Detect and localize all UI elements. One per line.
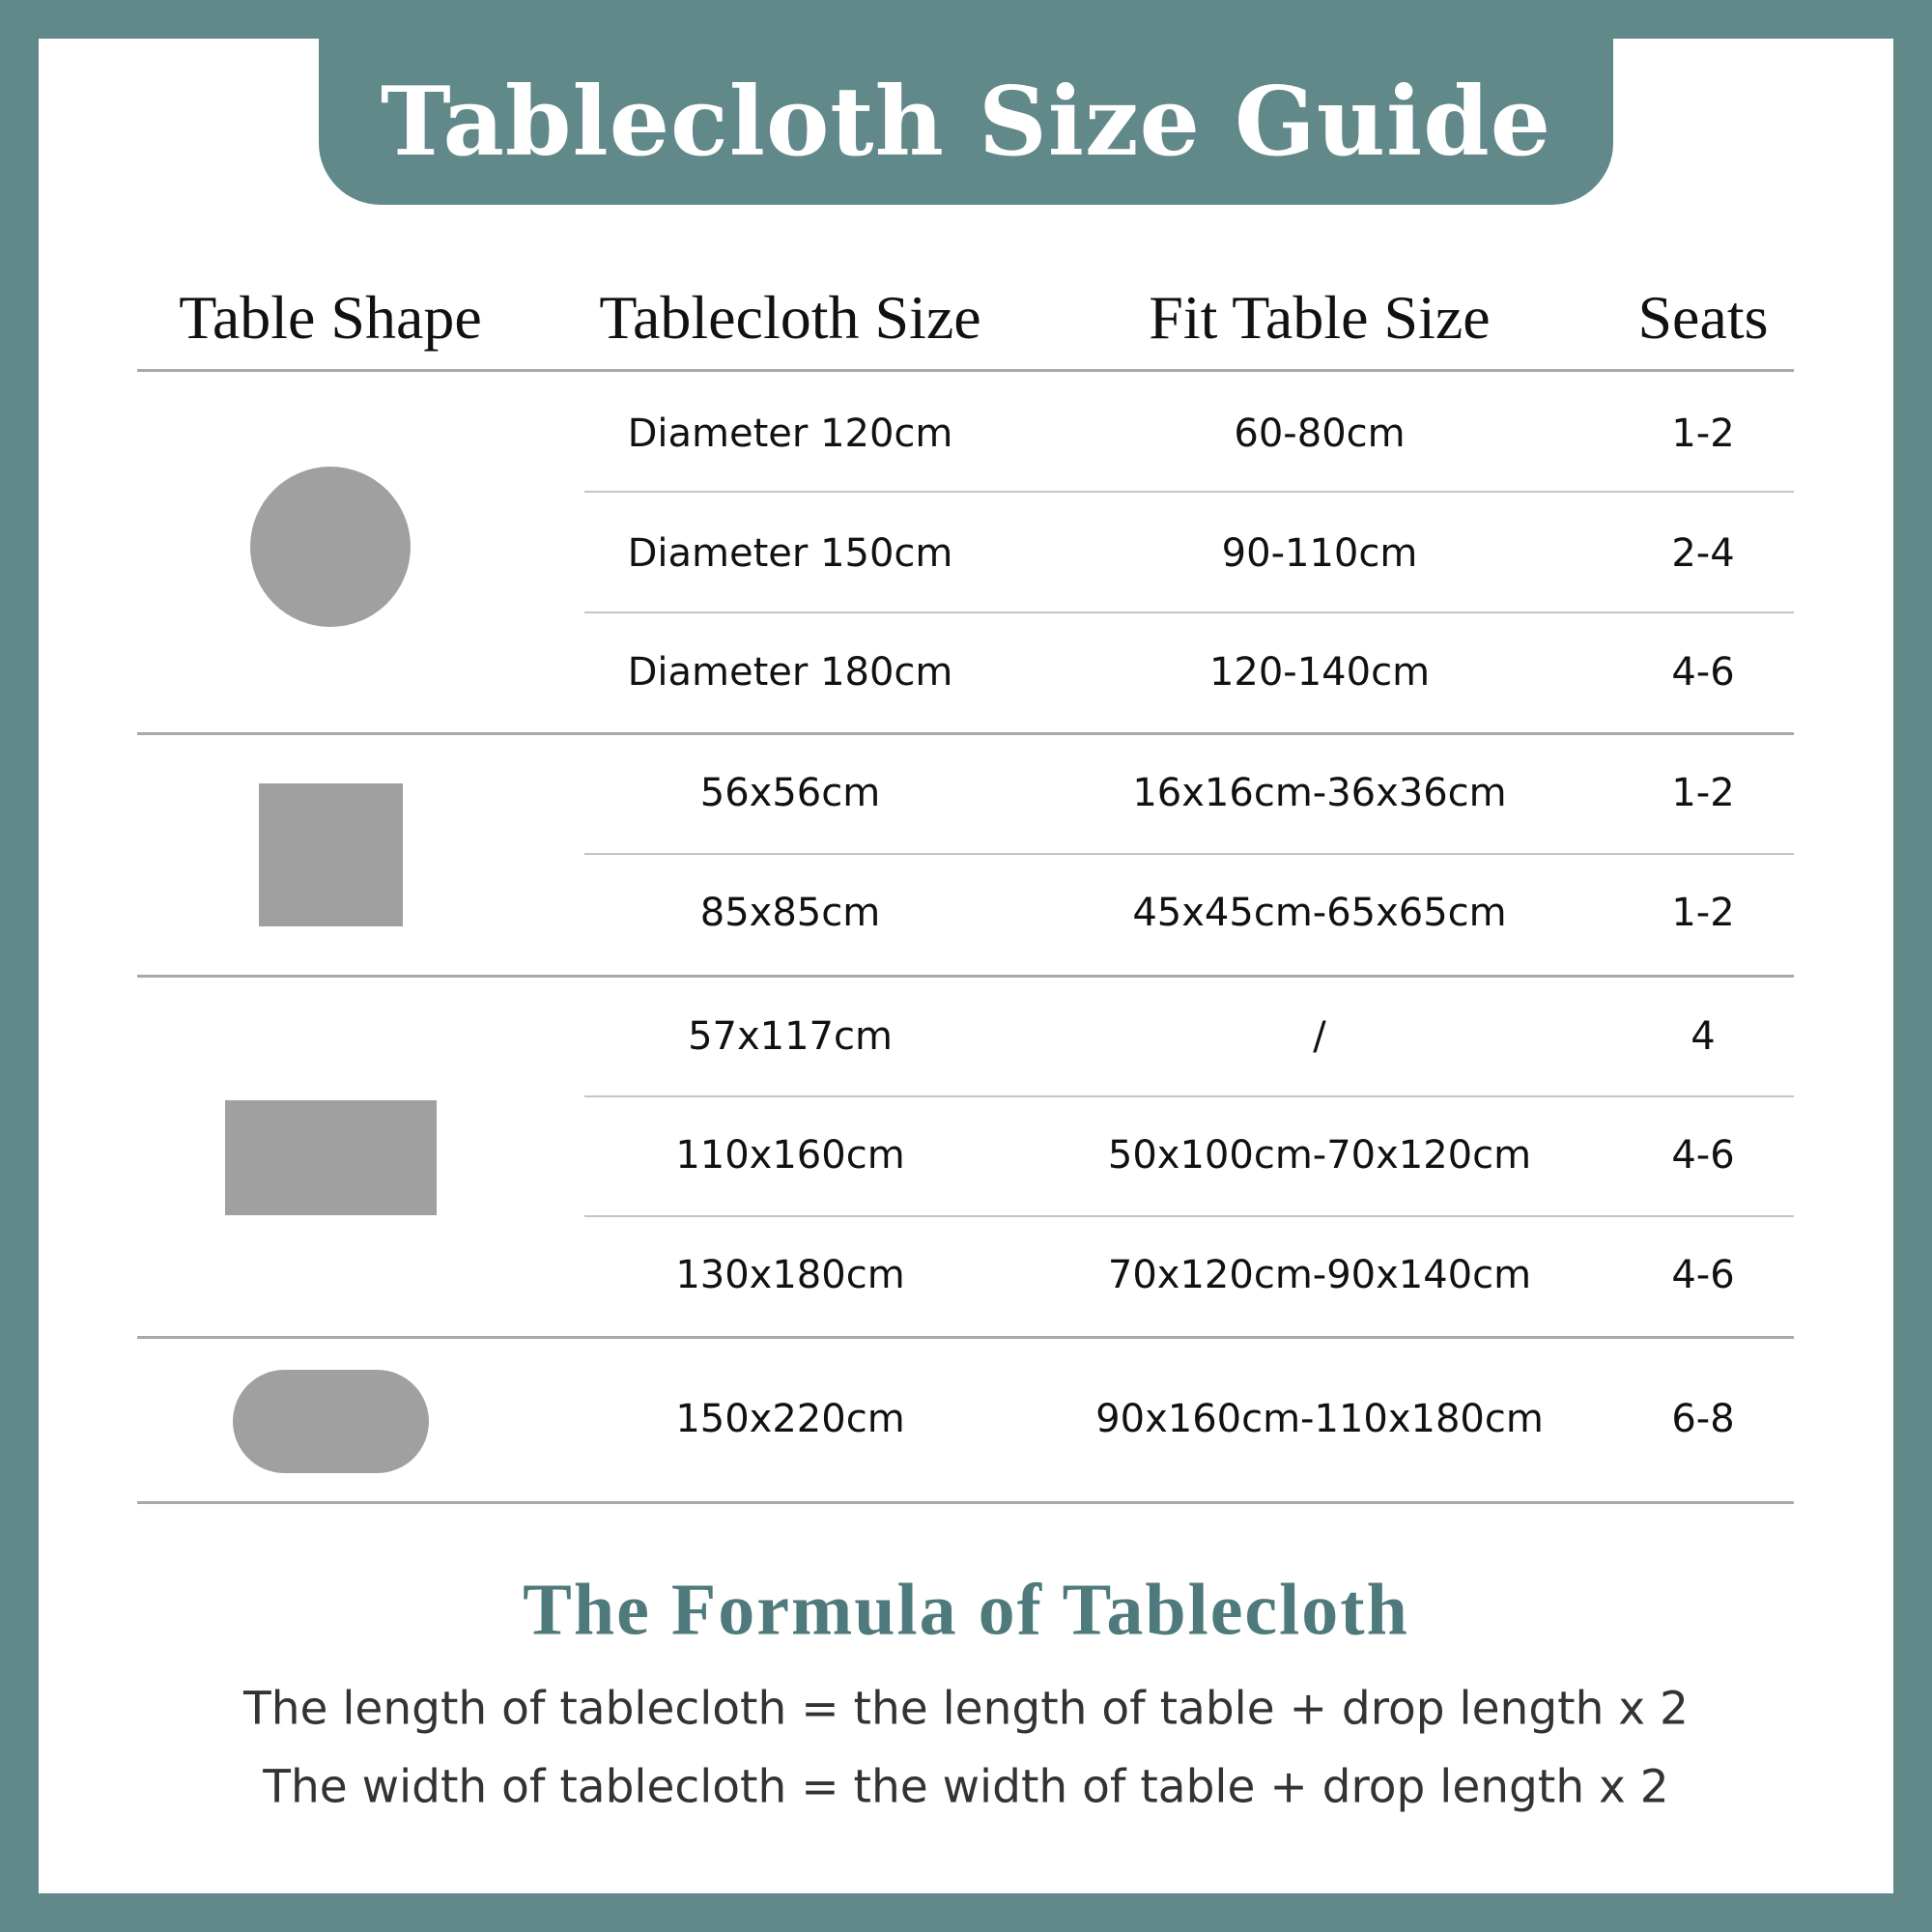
row-divider [584,1215,1794,1217]
table-cell-size: Diameter 180cm [627,650,953,695]
row-divider [584,491,1794,493]
table-cell-seats: 4-6 [1671,1253,1735,1297]
table-cell-seats: 1-2 [1671,771,1735,815]
table-cell-fit: 70x120cm-90x140cm [1107,1253,1532,1297]
group-divider [137,975,1794,978]
table-cell-size: 85x85cm [699,891,881,935]
table-cell-size: 57x117cm [688,1014,893,1059]
row-divider [584,853,1794,855]
table-cell-fit: 60-80cm [1234,412,1406,456]
table-cell-size: 130x180cm [675,1253,905,1297]
title-banner: Tablecloth Size Guide [319,39,1613,205]
table-cell-seats: 4 [1690,1014,1716,1059]
table-cell-size: Diameter 150cm [627,531,953,576]
formula-width: The width of tablecloth = the width of t… [263,1760,1669,1814]
table-cell-seats: 2-4 [1671,531,1735,576]
table-cell-size: 150x220cm [675,1397,905,1441]
table-cell-size: 56x56cm [699,771,881,815]
table-cell-seats: 4-6 [1671,1133,1735,1178]
table-cell-size: Diameter 120cm [627,412,953,456]
header-divider [137,369,1794,372]
table-bottom-divider [137,1501,1794,1504]
table-cell-seats: 4-6 [1671,650,1735,695]
row-divider [584,611,1794,613]
formula-length: The length of tablecloth = the length of… [243,1682,1689,1736]
row-divider [584,1095,1794,1097]
page-title: Tablecloth Size Guide [380,66,1552,178]
table-cell-fit: 90-110cm [1221,531,1418,576]
formula-title: The Formula of Tablecloth [523,1569,1409,1651]
header-fit-table-size: Fit Table Size [1149,283,1491,352]
rectangle-table-icon [225,1100,437,1215]
header-table-shape: Table Shape [179,283,482,352]
table-cell-fit: 120-140cm [1208,650,1431,695]
group-divider [137,732,1794,735]
table-cell-seats: 1-2 [1671,412,1735,456]
group-divider [137,1336,1794,1339]
round-table-icon [250,467,411,627]
table-cell-fit: 90x160cm-110x180cm [1095,1397,1544,1441]
table-cell-fit: / [1313,1014,1326,1059]
table-cell-fit: 45x45cm-65x65cm [1132,891,1507,935]
header-tablecloth-size: Tablecloth Size [599,283,981,352]
table-cell-seats: 6-8 [1671,1397,1735,1441]
header-seats: Seats [1637,283,1769,352]
content-panel [39,39,1893,1893]
square-table-icon [259,783,403,926]
table-cell-fit: 16x16cm-36x36cm [1132,771,1507,815]
table-cell-size: 110x160cm [675,1133,905,1178]
oval-table-icon [233,1370,429,1473]
table-cell-seats: 1-2 [1671,891,1735,935]
table-cell-fit: 50x100cm-70x120cm [1107,1133,1532,1178]
